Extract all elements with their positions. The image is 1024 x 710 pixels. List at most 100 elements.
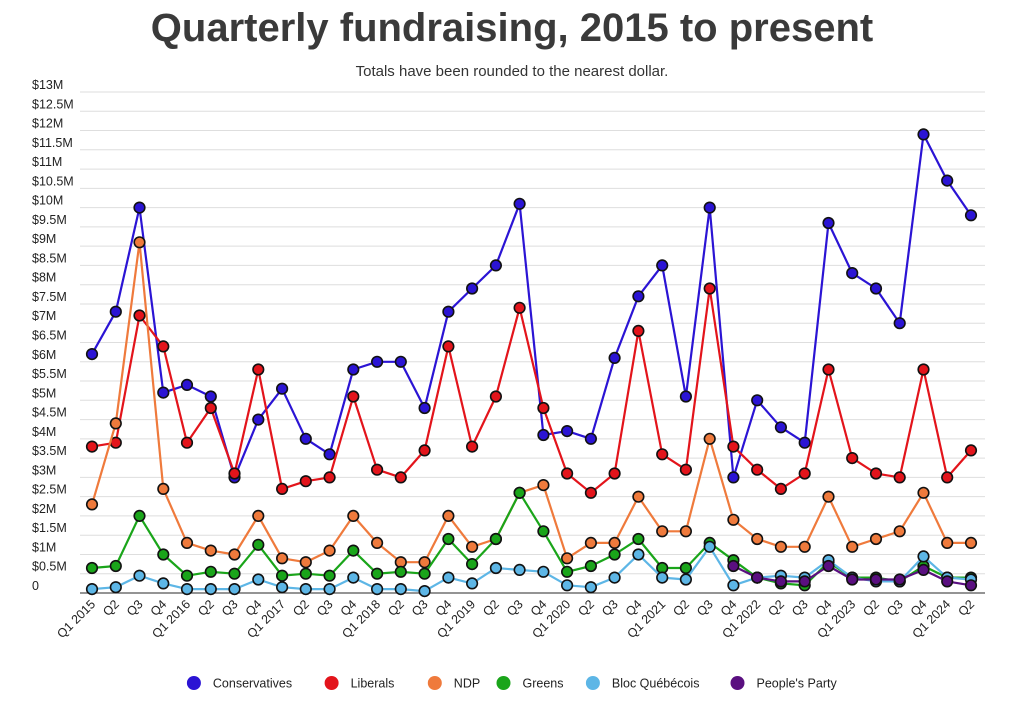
y-tick-label: $1.5M bbox=[32, 521, 67, 535]
legend-swatch bbox=[427, 676, 442, 690]
legend-item-conservatives: Conservatives bbox=[186, 676, 292, 691]
legend-swatch bbox=[324, 676, 339, 690]
y-tick-label: $6.5M bbox=[32, 329, 67, 343]
y-tick-label: $5.5M bbox=[32, 367, 67, 381]
data-point-liberals bbox=[252, 363, 265, 376]
data-point-people-s-party bbox=[751, 571, 764, 584]
data-point-liberals bbox=[157, 340, 170, 353]
data-point-ndp bbox=[656, 525, 669, 538]
series-conservatives bbox=[85, 128, 978, 484]
y-tick-label: $0.5M bbox=[32, 560, 67, 574]
data-point-bloc-qu-b-cois bbox=[228, 582, 241, 596]
y-tick-label: 0 bbox=[32, 579, 39, 593]
data-point-ndp bbox=[964, 536, 978, 550]
data-point-liberals bbox=[941, 471, 954, 484]
data-point-greens bbox=[252, 538, 265, 551]
legend-label: NDP bbox=[454, 677, 480, 691]
data-point-liberals bbox=[656, 448, 669, 461]
data-point-bloc-qu-b-cois bbox=[276, 581, 289, 594]
data-point-conservatives bbox=[513, 197, 526, 210]
y-tick-label: $1M bbox=[32, 540, 56, 554]
x-tick-label: Q3 bbox=[124, 597, 146, 619]
data-point-ndp bbox=[252, 509, 265, 523]
data-point-ndp bbox=[204, 544, 217, 557]
chart-subtitle: Totals have been rounded to the nearest … bbox=[356, 63, 669, 80]
series-liberals bbox=[85, 282, 978, 499]
data-point-bloc-qu-b-cois bbox=[632, 548, 645, 561]
x-tick-label: Q2 bbox=[385, 597, 407, 619]
data-point-bloc-qu-b-cois bbox=[371, 582, 384, 596]
data-point-greens bbox=[608, 548, 621, 561]
x-tick-label: Q3 bbox=[694, 597, 716, 619]
data-point-liberals bbox=[347, 390, 360, 403]
data-point-greens bbox=[632, 532, 645, 546]
series-ndp bbox=[85, 236, 978, 569]
series-line-liberals bbox=[91, 287, 972, 494]
data-point-greens bbox=[371, 567, 384, 580]
data-point-bloc-qu-b-cois bbox=[85, 582, 99, 596]
data-point-liberals bbox=[537, 401, 550, 415]
data-point-ndp bbox=[418, 556, 431, 569]
y-tick-label: $12.5M bbox=[32, 97, 74, 111]
legend-swatch bbox=[496, 676, 511, 690]
data-point-bloc-qu-b-cois bbox=[584, 581, 598, 594]
y-tick-label: $10.5M bbox=[32, 174, 74, 188]
data-point-people-s-party bbox=[846, 573, 859, 586]
data-point-conservatives bbox=[323, 448, 336, 461]
data-point-liberals bbox=[964, 444, 978, 457]
data-point-liberals bbox=[774, 482, 788, 496]
data-point-liberals bbox=[228, 467, 241, 480]
data-point-ndp bbox=[180, 536, 194, 550]
data-point-conservatives bbox=[347, 363, 360, 376]
y-tick-label: $9M bbox=[32, 232, 56, 246]
series-people-s-party bbox=[727, 559, 978, 592]
legend-label: Bloc Québécois bbox=[612, 677, 700, 691]
data-point-liberals bbox=[323, 471, 336, 484]
data-point-liberals bbox=[513, 301, 526, 314]
data-point-bloc-qu-b-cois bbox=[513, 563, 526, 577]
data-point-liberals bbox=[727, 440, 740, 453]
data-point-conservatives bbox=[133, 201, 146, 214]
x-tick-label: Q2 bbox=[670, 597, 692, 619]
data-point-ndp bbox=[584, 536, 598, 550]
data-point-conservatives bbox=[941, 174, 954, 187]
data-point-liberals bbox=[846, 452, 859, 465]
data-point-ndp bbox=[941, 536, 954, 550]
data-point-conservatives bbox=[537, 428, 550, 442]
data-point-greens bbox=[394, 565, 407, 578]
data-point-greens bbox=[180, 569, 194, 582]
y-tick-label: $10M bbox=[32, 194, 63, 208]
x-tick-label: Q1 2015 bbox=[54, 597, 98, 641]
y-tick-label: $4.5M bbox=[32, 406, 67, 420]
data-point-ndp bbox=[679, 525, 693, 538]
data-point-liberals bbox=[442, 340, 455, 353]
chart-title: Quarterly fundraising, 2015 to present bbox=[151, 6, 873, 50]
data-point-ndp bbox=[893, 525, 906, 538]
x-tick-label: Q2 bbox=[765, 597, 787, 619]
data-point-conservatives bbox=[489, 259, 503, 272]
series-line-ndp bbox=[90, 241, 971, 564]
x-tick-label: Q3 bbox=[314, 597, 336, 619]
data-point-conservatives bbox=[964, 209, 978, 222]
data-point-people-s-party bbox=[893, 573, 906, 586]
data-point-greens bbox=[513, 486, 526, 499]
data-point-bloc-qu-b-cois bbox=[489, 561, 503, 575]
data-point-bloc-qu-b-cois bbox=[679, 573, 693, 586]
data-point-ndp bbox=[751, 532, 764, 546]
data-point-greens bbox=[584, 559, 598, 573]
y-tick-label: $8M bbox=[32, 271, 56, 285]
data-point-ndp bbox=[774, 540, 788, 553]
data-point-greens bbox=[679, 561, 693, 575]
series-lines bbox=[85, 128, 978, 598]
data-point-ndp bbox=[608, 536, 621, 550]
data-point-people-s-party bbox=[774, 575, 788, 588]
data-point-conservatives bbox=[822, 216, 835, 230]
y-tick-label: $9.5M bbox=[32, 213, 67, 227]
legend-label: Conservatives bbox=[213, 677, 292, 691]
data-point-ndp bbox=[323, 544, 336, 557]
data-point-greens bbox=[85, 561, 99, 575]
data-point-bloc-qu-b-cois bbox=[656, 571, 669, 584]
data-point-bloc-qu-b-cois bbox=[157, 577, 170, 590]
data-point-greens bbox=[157, 548, 170, 561]
